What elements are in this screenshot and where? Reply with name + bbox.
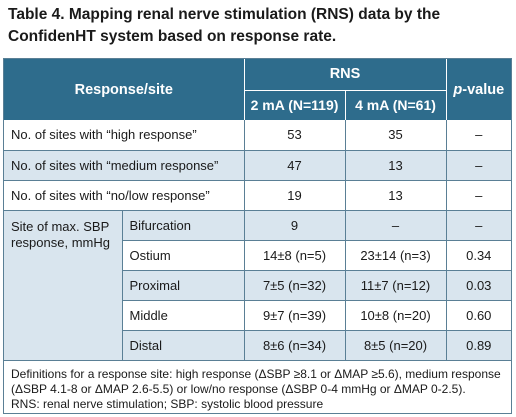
row-label: No. of sites with “no/low response” bbox=[4, 180, 245, 211]
cell-2ma: 14±8 (n=5) bbox=[244, 240, 346, 271]
cell-4ma: 10±8 (n=20) bbox=[345, 300, 447, 331]
cell-4ma: 23±14 (n=3) bbox=[345, 240, 447, 271]
header-4ma: 4 mA (N=61) bbox=[345, 90, 447, 120]
header-p-suffix: -value bbox=[462, 81, 505, 98]
sbp-group-label: Site of max. SBP response, mmHg bbox=[4, 210, 123, 361]
table-row: Ostium 14±8 (n=5) 23±14 (n=3) 0.34 bbox=[4, 240, 512, 271]
table-row: Proximal 7±5 (n=32) 11±7 (n=12) 0.03 bbox=[4, 270, 512, 301]
cell-p-value: – bbox=[446, 150, 512, 181]
header-rns: RNS bbox=[244, 59, 447, 91]
cell-p-value: 0.34 bbox=[446, 240, 512, 271]
header-p-value: p-value bbox=[446, 59, 512, 120]
site-label: Ostium bbox=[122, 240, 245, 271]
cell-p-value: 0.60 bbox=[446, 300, 512, 331]
cell-2ma: 9 bbox=[244, 210, 346, 241]
cell-p-value: 0.03 bbox=[446, 270, 512, 301]
cell-4ma: 13 bbox=[345, 180, 447, 211]
cell-2ma: 9±7 (n=39) bbox=[244, 300, 346, 331]
row-label: No. of sites with “medium response” bbox=[4, 150, 245, 181]
table-row: No. of sites with “medium response” 47 1… bbox=[4, 150, 512, 181]
cell-p-value: – bbox=[446, 210, 512, 241]
footnote-cell: Definitions for a response site: high re… bbox=[4, 360, 511, 417]
row-label: No. of sites with “high response” bbox=[4, 120, 245, 151]
site-label: Middle bbox=[122, 300, 245, 331]
cell-p-value: 0.89 bbox=[446, 330, 512, 361]
footnote-definitions: Definitions for a response site: high re… bbox=[11, 366, 501, 396]
cell-p-value: – bbox=[446, 120, 512, 151]
cell-4ma: – bbox=[345, 210, 447, 241]
header-response-site: Response/site bbox=[4, 59, 245, 120]
table-row: Distal 8±6 (n=34) 8±5 (n=20) 0.89 bbox=[4, 330, 512, 361]
cell-4ma: 13 bbox=[345, 150, 447, 181]
table-row: Middle 9±7 (n=39) 10±8 (n=20) 0.60 bbox=[4, 300, 512, 331]
cell-4ma: 35 bbox=[345, 120, 447, 151]
data-table: Response/site RNS p-value 2 mA (N=119) 4… bbox=[3, 58, 512, 414]
cell-p-value: – bbox=[446, 180, 512, 211]
cell-4ma: 8±5 (n=20) bbox=[345, 330, 447, 361]
table-footnote: Definitions for a response site: high re… bbox=[4, 360, 511, 417]
cell-2ma: 7±5 (n=32) bbox=[244, 270, 346, 301]
site-label: Bifurcation bbox=[122, 210, 245, 241]
table-row: Site of max. SBP response, mmHg Bifurcat… bbox=[4, 210, 512, 361]
cell-2ma: 53 bbox=[244, 120, 346, 151]
table-row: No. of sites with “high response” 53 35 … bbox=[4, 120, 512, 151]
header-p-italic: p bbox=[453, 81, 463, 98]
site-label: Distal bbox=[122, 330, 245, 361]
cell-2ma: 19 bbox=[244, 180, 346, 211]
cell-2ma: 47 bbox=[244, 150, 346, 181]
site-label: Proximal bbox=[122, 270, 245, 301]
cell-4ma: 11±7 (n=12) bbox=[345, 270, 447, 301]
table-title: Table 4. Mapping renal nerve stimulation… bbox=[8, 6, 441, 45]
header-2ma: 2 mA (N=119) bbox=[244, 90, 346, 120]
footnote-abbreviations: RNS: renal nerve stimulation; SBP: systo… bbox=[11, 396, 324, 411]
cell-2ma: 8±6 (n=34) bbox=[244, 330, 346, 361]
table-row: No. of sites with “no/low response” 19 1… bbox=[4, 180, 512, 211]
